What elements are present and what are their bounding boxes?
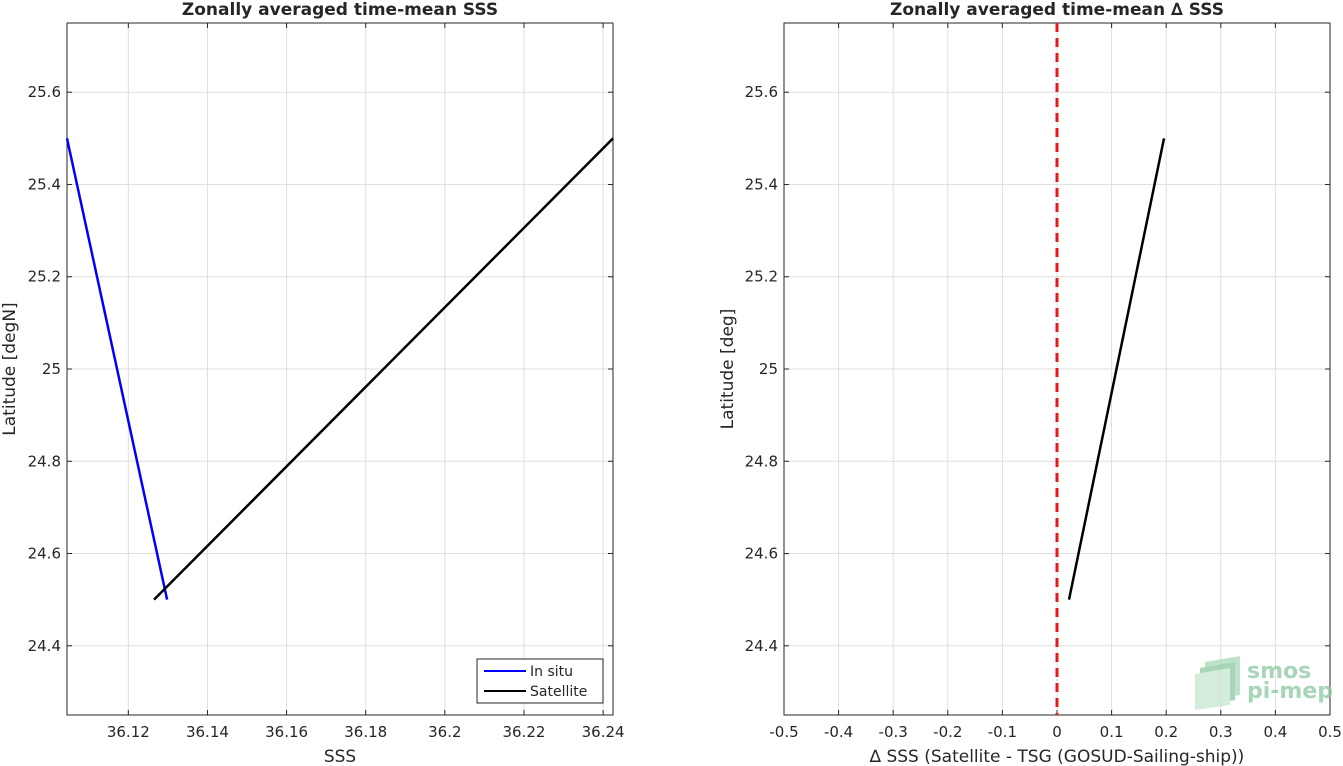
delta-sss-x-tick-label: 0.2 [1154,723,1178,741]
sss-x-tick-label: 36.24 [582,723,625,741]
delta-sss-ticks: -0.5 -0.4 -0.3 -0.2 -0.1 0 0.1 0.2 0.3 0.4 0.5 24.4… [745,23,1342,741]
sss-y-tick-label: 25.2 [28,268,61,286]
sss-x-tick-label: 36.12 [107,723,150,741]
delta-sss-y-tick-label: 24.6 [745,545,778,563]
sss-y-tick-label: 24.6 [28,545,61,563]
sss-legend: In situ Satellite [476,658,604,704]
legend-label-satellite: Satellite [530,684,587,700]
sss-x-tick-label: 36.22 [503,723,546,741]
logo-layers-icon [1195,656,1240,710]
sss-line-in-situ [65,138,169,600]
sss-x-tick-label: 36.16 [265,723,308,741]
delta-sss-y-tick-label: 25.4 [745,175,778,193]
legend-label-in-situ: In situ [530,664,573,680]
sss-line-satellite [153,137,614,601]
delta-sss-x-tick-label: -0.4 [824,723,853,741]
sss-y-axis-label: Latitude [degN] [0,302,20,435]
delta-sss-chart-title: Zonally averaged time-mean ∆ SSS [890,0,1224,20]
sss-x-axis-label: SSS [324,747,356,766]
sss-series [65,137,614,601]
sss-panel: 36.12 36.14 36.16 36.18 36.2 36.22 36.24 24.4 24… [0,0,625,766]
delta-sss-x-tick-label: -0.5 [769,723,798,741]
sss-y-tick-label: 25.6 [28,83,61,101]
delta-sss-y-tick-label: 24.8 [745,452,778,470]
sss-x-tick-label: 36.18 [344,723,387,741]
delta-sss-x-tick-label: 0.1 [1100,723,1124,741]
delta-sss-y-tick-label: 25 [759,360,778,378]
sss-y-tick-label: 24.8 [28,452,61,470]
delta-sss-x-axis-label: ∆ SSS (Satellite - TSG (GOSUD-Sailing-sh… [869,747,1245,766]
delta-sss-x-tick-label: -0.1 [988,723,1017,741]
sss-y-tick-label: 24.4 [28,637,61,655]
delta-sss-series [1055,23,1166,715]
delta-sss-x-tick-label: 0.5 [1318,723,1342,741]
delta-sss-y-tick-label: 25.2 [745,268,778,286]
legend-box [476,658,604,704]
sss-x-tick-label: 36.2 [428,723,461,741]
delta-sss-x-tick-label: 0.4 [1263,723,1287,741]
delta-sss-x-tick-label: -0.2 [933,723,962,741]
logo-text-smos: smos [1247,659,1311,684]
delta-sss-y-tick-label: 25.6 [745,83,778,101]
logo-text-pi-mep: pi-mep [1247,679,1333,704]
sss-chart-title: Zonally averaged time-mean SSS [182,0,498,20]
delta-sss-line-series-0 [1067,138,1166,600]
sss-grid [67,23,613,715]
delta-sss-x-tick-label: -0.3 [879,723,908,741]
delta-sss-y-tick-label: 24.4 [745,637,778,655]
smos-pi-mep-logo: smos pi-mep [1195,656,1333,710]
sss-y-tick-label: 25.4 [28,175,61,193]
delta-sss-y-axis-label: Latitude [deg] [718,309,738,430]
sss-y-tick-label: 25 [42,360,61,378]
sss-x-tick-label: 36.14 [186,723,229,741]
delta-sss-x-tick-label: 0 [1052,723,1062,741]
delta-sss-panel: -0.5 -0.4 -0.3 -0.2 -0.1 0 0.1 0.2 0.3 0.4 0.5 24.4… [718,0,1342,766]
sss-ticks: 36.12 36.14 36.16 36.18 36.2 36.22 36.24 24.4 24… [28,23,625,741]
delta-sss-x-tick-label: 0.3 [1209,723,1233,741]
